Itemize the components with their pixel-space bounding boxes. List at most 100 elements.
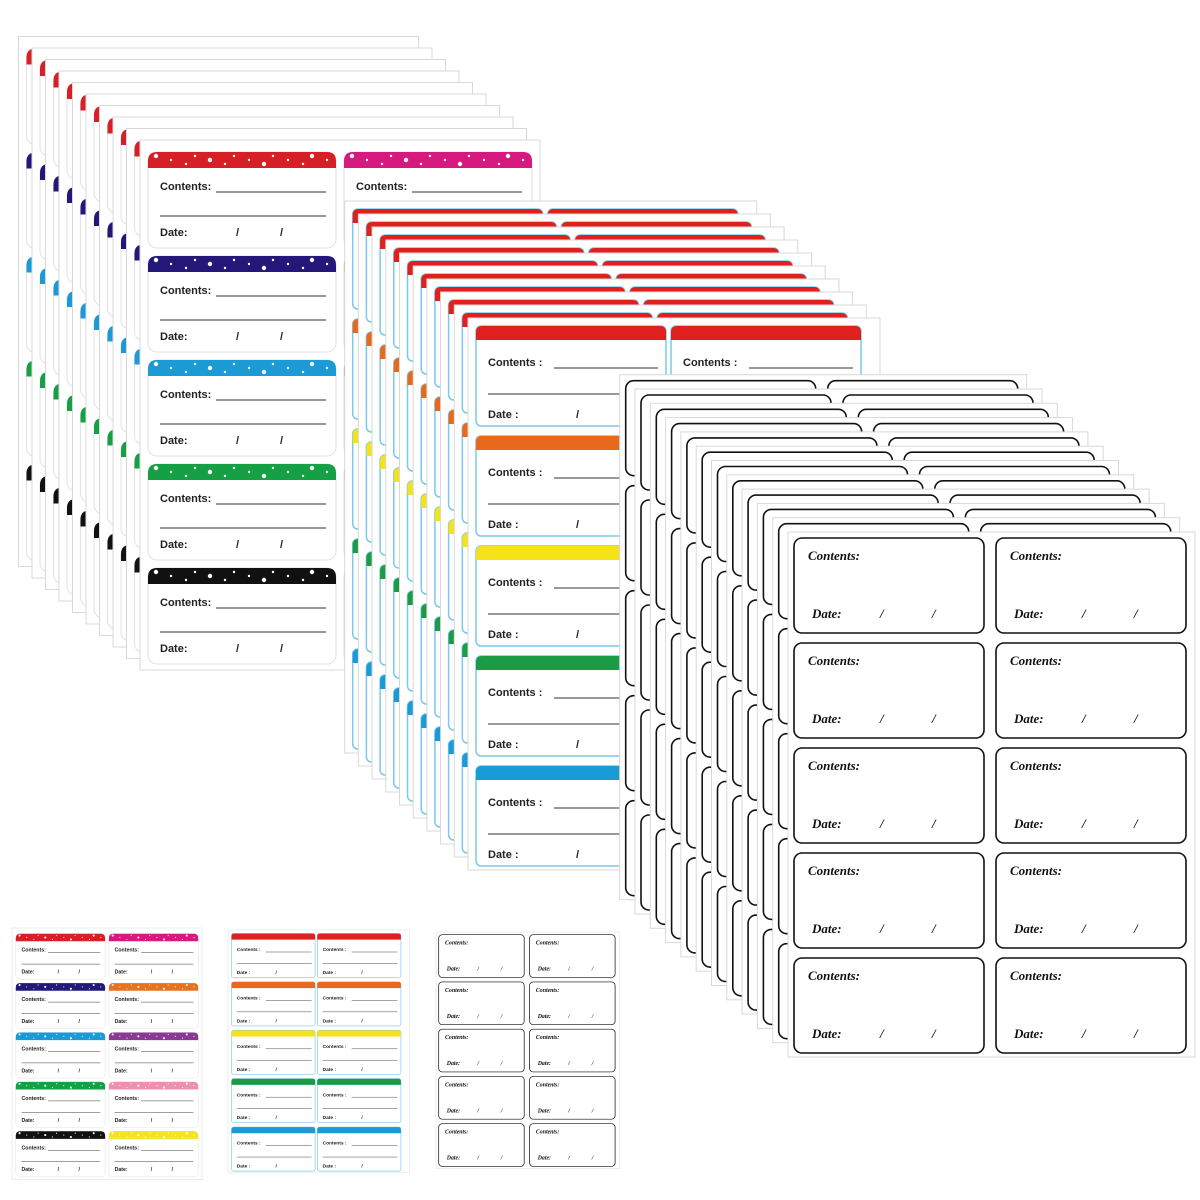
label-body — [438, 1028, 525, 1073]
date-slash: / — [591, 1108, 595, 1114]
date-slash: / — [1133, 606, 1139, 621]
star — [380, 162, 384, 166]
label-body — [108, 982, 199, 1029]
label: Contents: Date: / / — [147, 359, 337, 457]
star — [223, 162, 227, 166]
star — [193, 362, 197, 366]
star — [497, 162, 501, 166]
label-band — [108, 983, 199, 991]
date-slash: / — [576, 849, 579, 861]
star — [92, 1082, 95, 1085]
contents-label: Contents: — [1010, 548, 1062, 563]
date-slash: / — [172, 970, 174, 976]
label-body — [793, 852, 985, 949]
star — [184, 474, 188, 478]
label-body — [995, 537, 1187, 634]
contents-label: Contents : — [237, 1141, 261, 1147]
star — [56, 984, 58, 986]
date-label: Date : — [323, 1067, 337, 1073]
star — [144, 988, 147, 990]
date-label: Date: — [1013, 711, 1044, 726]
contents-label: Contents: — [808, 548, 860, 563]
label: Contents: Date: / / — [995, 537, 1187, 634]
star — [261, 369, 267, 375]
label: Contents: Date: / / — [529, 1123, 616, 1167]
star — [26, 1035, 28, 1037]
contents-label: Contents : — [237, 1044, 261, 1050]
date-label: Date: — [446, 1061, 460, 1067]
label: Contents : Date : / — [475, 325, 667, 427]
label-band — [317, 981, 401, 989]
date-slash: / — [58, 1167, 60, 1173]
star — [232, 466, 236, 470]
contents-label: Contents : — [488, 357, 542, 369]
label: Contents: Date: / / — [108, 1131, 199, 1178]
star — [26, 936, 28, 939]
star — [137, 985, 140, 988]
star — [149, 1132, 151, 1134]
date-slash: / — [151, 1118, 153, 1124]
star — [18, 1132, 21, 1135]
date-slash: / — [500, 967, 504, 973]
date-label: Date : — [488, 739, 519, 751]
date-slash: / — [476, 1061, 480, 1067]
label-band — [476, 546, 666, 560]
date-slash: / — [567, 1061, 571, 1067]
label: Contents: Date: / / — [108, 1081, 199, 1128]
label-band — [148, 464, 336, 480]
star — [286, 574, 290, 578]
date-label: Date: — [160, 539, 188, 551]
star — [63, 936, 65, 939]
star — [181, 1136, 184, 1138]
date-label: Date: — [160, 227, 188, 239]
star — [111, 1033, 114, 1036]
date-label: Date : — [323, 1115, 337, 1121]
star — [18, 983, 21, 987]
star — [26, 1134, 28, 1136]
date-slash: / — [1081, 921, 1087, 936]
star — [156, 1035, 158, 1037]
date-label: Date: — [537, 1014, 551, 1020]
contents-label: Contents : — [488, 577, 542, 589]
contents-label: Contents: — [536, 988, 559, 994]
label: Contents: Date: / / — [147, 463, 337, 561]
date-slash: / — [931, 921, 937, 936]
star — [223, 370, 227, 374]
star — [149, 1033, 151, 1035]
date-label: Date: — [160, 643, 188, 655]
star — [33, 1136, 35, 1138]
star — [111, 1132, 114, 1135]
star — [119, 1085, 121, 1087]
label-band — [108, 1131, 199, 1139]
star — [325, 366, 329, 370]
star — [389, 154, 393, 158]
date-label: Date: — [1013, 816, 1044, 831]
date-slash: / — [1133, 921, 1139, 936]
date-slash: / — [591, 967, 595, 973]
star — [100, 1134, 102, 1136]
star — [193, 154, 197, 158]
date-slash: / — [172, 1068, 174, 1074]
star — [325, 158, 329, 162]
label: Contents: Date: / / — [108, 933, 199, 980]
date-label: Date: — [115, 970, 128, 976]
star — [37, 935, 39, 937]
date-label: Date: — [160, 435, 188, 447]
star — [261, 161, 267, 167]
star — [156, 1134, 158, 1136]
star — [92, 983, 95, 987]
date-slash: / — [500, 1061, 504, 1067]
star — [63, 1035, 65, 1037]
star — [301, 370, 305, 374]
star — [130, 1033, 132, 1035]
star — [74, 935, 76, 937]
star — [184, 162, 188, 166]
star — [169, 574, 173, 578]
star — [169, 470, 173, 474]
label: Contents : Date : / — [316, 1126, 402, 1172]
contents-label: Contents : — [488, 687, 542, 699]
date-label: Date : — [488, 519, 519, 531]
date-label: Date : — [237, 1164, 251, 1170]
contents-label: Contents: — [115, 997, 140, 1003]
label: Contents : Date : / — [475, 545, 667, 647]
